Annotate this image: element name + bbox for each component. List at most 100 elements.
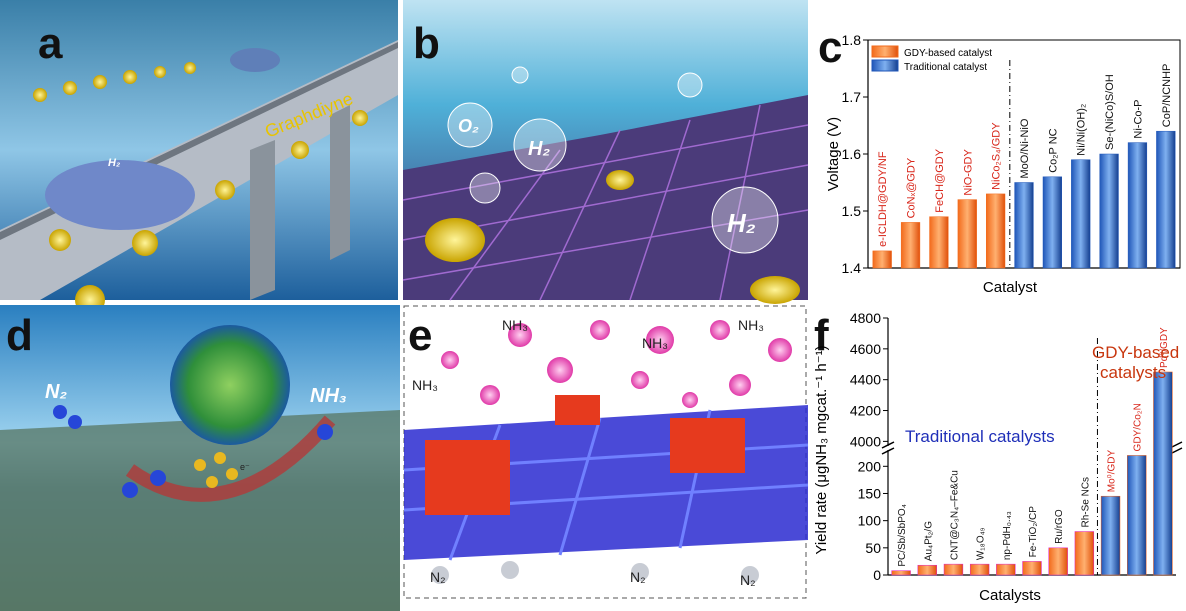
catalyst-particle (425, 218, 485, 262)
y-tick-label: 4600 (850, 341, 881, 357)
bar (891, 570, 911, 576)
y-tick-label: 4000 (850, 433, 881, 449)
atom (53, 405, 67, 419)
bar (943, 563, 964, 576)
category-label: CoP/NCNHP (1161, 64, 1173, 128)
illustration-label: NH₃ (310, 385, 347, 407)
x-axis-label: Catalysts (979, 587, 1041, 604)
panel-letter: a (38, 19, 63, 68)
panel-letter: f (814, 311, 829, 360)
car (45, 160, 195, 230)
bridge-pillar (250, 140, 275, 300)
illustration-label: H₂ (108, 157, 120, 169)
category-label: Fe-TiO₂/CP (1028, 506, 1039, 558)
category-label: CNT@C₃N₄–Fe&Cu (949, 470, 960, 560)
category-label: FeCH@GDY (934, 148, 946, 212)
bar (957, 199, 977, 269)
bubbles (447, 66, 779, 254)
illustration-label: e⁻ (240, 462, 250, 472)
illustration-label: NH₃ (502, 317, 528, 333)
catalyst-cube (555, 395, 600, 425)
y-tick-label: 4200 (850, 403, 881, 419)
y-tick-label: 150 (858, 485, 882, 501)
category-label: Se-(NiCo)S/OH (1104, 74, 1116, 150)
y-tick-label: 1.8 (842, 32, 862, 48)
panel-letter: b (413, 19, 440, 68)
y-tick-label: 4800 (850, 310, 881, 326)
catalyst-particle (606, 170, 634, 190)
y-tick-label: 1.4 (842, 260, 862, 276)
category-label: np-PdH₀.₄₃ (1002, 511, 1013, 560)
bar (917, 564, 937, 576)
category-label: Pd⁰/GDY (1159, 327, 1170, 368)
axis-break-mark (881, 447, 895, 455)
bar (1074, 531, 1095, 576)
earth (170, 325, 290, 445)
atom (317, 424, 333, 440)
category-label: Mo⁰/GDY (1107, 450, 1118, 493)
bar (1153, 371, 1173, 576)
category-label: e-ICLDH@GDY/NF (877, 151, 889, 247)
category-label: Ni-Co-P (1132, 99, 1144, 138)
category-label: NiO-GDY (962, 148, 974, 195)
panel-a: Graphdiyne H₂ a (0, 0, 398, 315)
catalyst-particle (750, 276, 800, 304)
illustration-label: N₂ (630, 569, 646, 585)
bar (996, 563, 1016, 576)
bubbles (441, 320, 792, 408)
category-label: MoO/Ni-NiO (1019, 118, 1031, 178)
y-tick-label: 4400 (850, 372, 881, 388)
graphdiyne-sheet (403, 95, 808, 300)
axis-break-mark (881, 441, 895, 449)
illustration-label: H₂ (528, 138, 550, 160)
catalyst-surface (0, 410, 400, 611)
y-tick-label: 0 (873, 567, 881, 583)
category-label: Au₄Pt₂/G (923, 521, 934, 561)
bar (1099, 153, 1119, 269)
category-label: CoNₓ@GDY (906, 157, 918, 218)
bar (1100, 495, 1121, 576)
panel-letter: e (408, 311, 432, 360)
atom (122, 482, 138, 498)
illustration-label: O₂ (458, 116, 479, 136)
category-label: NiCo₂S₄/GDY (991, 122, 1003, 190)
x-axis-label: Catalyst (983, 279, 1038, 296)
illustration-label: NH₃ (412, 377, 438, 393)
catalyst-cube (670, 418, 745, 473)
bar (986, 193, 1006, 269)
y-tick-label: 200 (858, 458, 882, 474)
y-tick-label: 1.7 (842, 89, 862, 105)
legend-label: Traditional catalyst (904, 62, 987, 73)
annotation: catalysts (1100, 363, 1166, 382)
n2-molecules (431, 561, 759, 584)
panel-b: O₂ H₂ H₂ b (402, 0, 809, 304)
panel-e: NH₃ NH₃ NH₃ NH₃ N₂ N₂ N₂ e (403, 305, 809, 599)
catalyst-cube (425, 440, 510, 515)
illustration-label: NH₃ (738, 317, 764, 333)
illustration-label: N₂ (740, 572, 756, 588)
bar (900, 222, 921, 269)
category-label: Co₂P NC (1047, 128, 1059, 172)
annotation: GDY-based (1092, 343, 1179, 362)
bar (1042, 176, 1062, 269)
annotation: Traditional catalysts (905, 427, 1055, 446)
category-label: Ni/Ni(OH)₂ (1076, 104, 1088, 156)
panel-letter: c (818, 23, 842, 72)
y-tick-label: 100 (858, 513, 882, 529)
category-label: W₁₈O₄₉ (976, 527, 987, 560)
category-label: PC/Sb/SbPO₄ (897, 504, 908, 566)
bridge-pillar (330, 105, 350, 260)
illustration-label: N₂ (430, 569, 446, 585)
car (230, 48, 280, 72)
category-label: Ru/rGO (1054, 509, 1065, 544)
y-tick-label: 1.5 (842, 203, 862, 219)
category-label: GDY/Co₂N (1133, 403, 1144, 451)
bar (1071, 159, 1091, 269)
illustration-label: NH₃ (642, 335, 668, 351)
axis-break (882, 446, 894, 450)
bar (1048, 547, 1068, 576)
y-axis-label: Voltage (V) (825, 117, 842, 191)
bar (929, 216, 949, 269)
legend-swatch (871, 45, 899, 58)
